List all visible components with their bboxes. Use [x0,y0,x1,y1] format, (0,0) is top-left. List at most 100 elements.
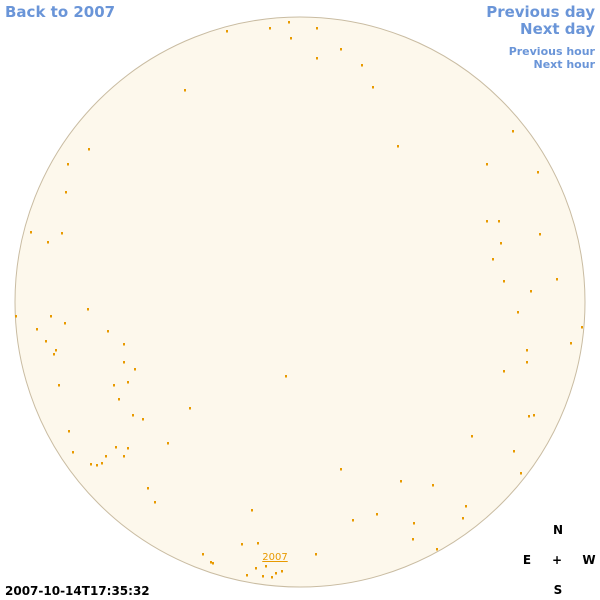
star [498,220,500,223]
timestamp: 2007-10-14T17:35:32 [5,584,150,598]
star [107,330,109,333]
star [288,21,290,24]
star [50,315,52,318]
star [147,487,149,490]
star [123,455,125,458]
star [68,430,70,433]
star [212,562,214,565]
stars [15,21,583,579]
star [115,446,117,449]
previous-day-link[interactable]: Previous day [486,3,595,21]
compass-west: W [582,553,595,567]
star [315,553,317,556]
star [202,553,204,556]
star [513,450,515,453]
star [432,484,434,487]
star [530,290,532,293]
star [262,575,264,578]
star [281,570,283,573]
star [132,414,134,417]
star [376,513,378,516]
compass-east: E [523,553,531,567]
star [123,343,125,346]
star [526,361,528,364]
star [533,414,535,417]
star [340,468,342,471]
star [512,130,514,133]
star [269,27,271,30]
star [316,57,318,60]
star [520,472,522,475]
star [251,509,253,512]
star [492,258,494,261]
star [30,231,32,234]
star [352,519,354,522]
star [517,311,519,314]
star [361,64,363,67]
star [340,48,342,51]
star [134,368,136,371]
next-day-link[interactable]: Next day [520,20,595,38]
star [226,30,228,33]
star [113,384,115,387]
compass-center: + [552,553,562,567]
star [486,220,488,223]
star [486,163,488,166]
star [539,233,541,236]
star [123,361,125,364]
star [436,548,438,551]
star [528,415,530,418]
star [526,349,528,352]
star [556,278,558,281]
compass-south: S [554,583,563,597]
star [503,370,505,373]
sky-disc [14,16,586,588]
star [72,451,74,454]
star [465,505,467,508]
star [275,572,277,575]
star [87,308,89,311]
star [154,501,156,504]
star [570,342,572,345]
star [500,242,502,245]
star [471,435,473,438]
star [15,315,17,318]
back-link[interactable]: Back to 2007 [5,3,116,21]
star [290,37,292,40]
previous-hour-link[interactable]: Previous hour [508,45,595,58]
star [127,381,129,384]
star [257,542,259,545]
compass-north: N [553,523,563,537]
star [462,517,464,520]
star [412,538,414,541]
star [285,375,287,378]
star [400,480,402,483]
star [397,145,399,148]
star [184,89,186,92]
star [65,191,67,194]
star [58,384,60,387]
star [88,148,90,151]
star [413,522,415,525]
next-hour-link[interactable]: Next hour [533,58,596,71]
star [503,280,505,283]
map-label[interactable]: 2007 [262,552,287,563]
star [90,463,92,466]
star [118,398,120,401]
star [105,455,107,458]
star [167,442,169,445]
star [581,326,583,329]
star [45,340,47,343]
star [67,163,69,166]
star [372,86,374,89]
star [53,353,55,356]
star [36,328,38,331]
star [246,574,248,577]
star [265,565,267,568]
star [255,567,257,570]
star [101,462,103,465]
star [316,27,318,30]
star [271,576,273,579]
